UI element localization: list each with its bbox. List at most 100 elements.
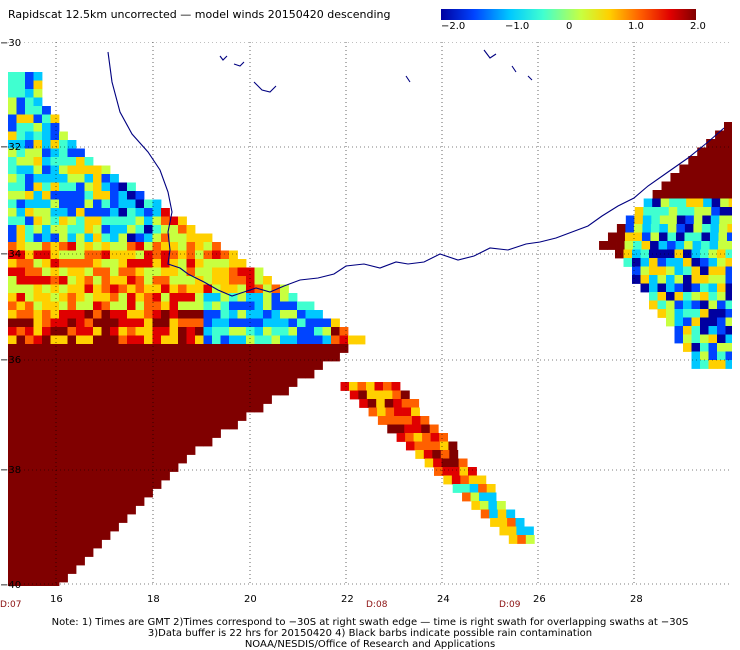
swath-cell [684,232,694,242]
swath-cell [76,157,85,166]
swath-cell [25,488,34,498]
swath-cell [135,225,145,234]
swath-cell [220,293,230,302]
swath-cell [33,174,43,183]
swath-cell [101,412,111,421]
swath-cell [8,497,17,506]
swath-cell [203,318,213,328]
swath-cell [246,344,255,353]
swath-cell [84,395,94,404]
swath-cell [84,446,94,455]
swath-cell [67,233,77,243]
swath-cell [169,318,179,328]
swath-cell [25,123,34,132]
swath-cell [729,190,732,199]
swath-cell [50,284,60,294]
swath-cell [118,267,128,277]
swath-cell [616,232,626,242]
swath-cell [687,181,696,191]
swath-cell [607,232,617,242]
swath-cell [152,216,162,226]
swath-cell [84,344,94,353]
swath-cell [25,335,34,345]
swath-cell [25,437,34,447]
colorbar-tick-label: 0 [566,21,573,32]
swath-cell [161,259,170,268]
swath-cell [135,284,145,294]
swath-cell [67,191,77,200]
swath-cell [101,165,111,175]
swath-cell [451,467,460,476]
swath-cell [725,343,732,352]
swath-cell [67,174,77,183]
swath-cell [76,174,85,183]
swath-cell [16,573,26,583]
swath-time-label: D:08 [366,600,388,610]
swath-cell [67,344,77,353]
swath-cell [84,208,94,217]
swath-cell [33,446,43,455]
swath-cell [212,327,221,336]
swath-cell [33,242,43,251]
swath-cell [42,386,51,396]
swath-cell [696,164,706,174]
swath-cell [67,446,77,455]
swath-cell [84,284,94,294]
swath-cell [377,407,386,417]
swath-cell [42,327,51,336]
colorbar-tick-label: −2.0 [441,21,466,32]
swath-cell [25,157,34,166]
swath-cell [42,539,51,549]
swath-cell [84,267,94,277]
swath-cell [478,484,488,493]
swath-cell [506,509,516,519]
swath-cell [50,361,60,370]
swath-cell [93,199,102,209]
swath-cell [359,399,369,408]
swath-cell [694,207,704,216]
swath-cell [127,429,136,438]
swath-cell [725,317,732,327]
swath-cell [50,276,60,285]
swath-cell [186,233,196,243]
swath-cell [8,157,17,166]
swath-cell [67,293,77,302]
swath-cell [50,327,60,336]
swath-cell [322,335,332,345]
swath-cell [246,335,255,345]
swath-cell [16,548,26,557]
swath-cell [84,335,94,345]
swath-cell [93,318,102,328]
swath-cell [169,242,179,251]
swath-cell [717,266,726,276]
swath-cell [135,310,145,319]
swath-cell [686,198,696,208]
swath-cell [93,344,102,353]
swath-cell [178,327,187,336]
swath-cell [118,471,128,481]
swath-cell [67,412,77,421]
swath-cell [67,395,77,404]
swath-cell [709,241,719,250]
swath-cell [186,225,196,234]
swath-cell [93,352,102,362]
swath-cell [178,403,187,413]
swath-cell [101,522,111,532]
swath-cell [59,480,68,489]
swath-cell [632,266,641,276]
swath-cell [263,318,272,328]
swath-cell [178,369,187,379]
swath-cell [110,276,119,285]
swath-cell [305,369,315,379]
swath-cell [711,198,721,208]
swath-cell [25,454,34,464]
swath-cell [76,471,85,481]
swath-cell [674,249,684,259]
swath-cell [229,267,238,277]
swath-cell [16,131,26,141]
swath-cell [8,233,17,243]
swath-cell [25,140,34,149]
swath-cell [8,539,17,549]
swath-cell [144,361,153,370]
swath-cell [76,276,85,285]
